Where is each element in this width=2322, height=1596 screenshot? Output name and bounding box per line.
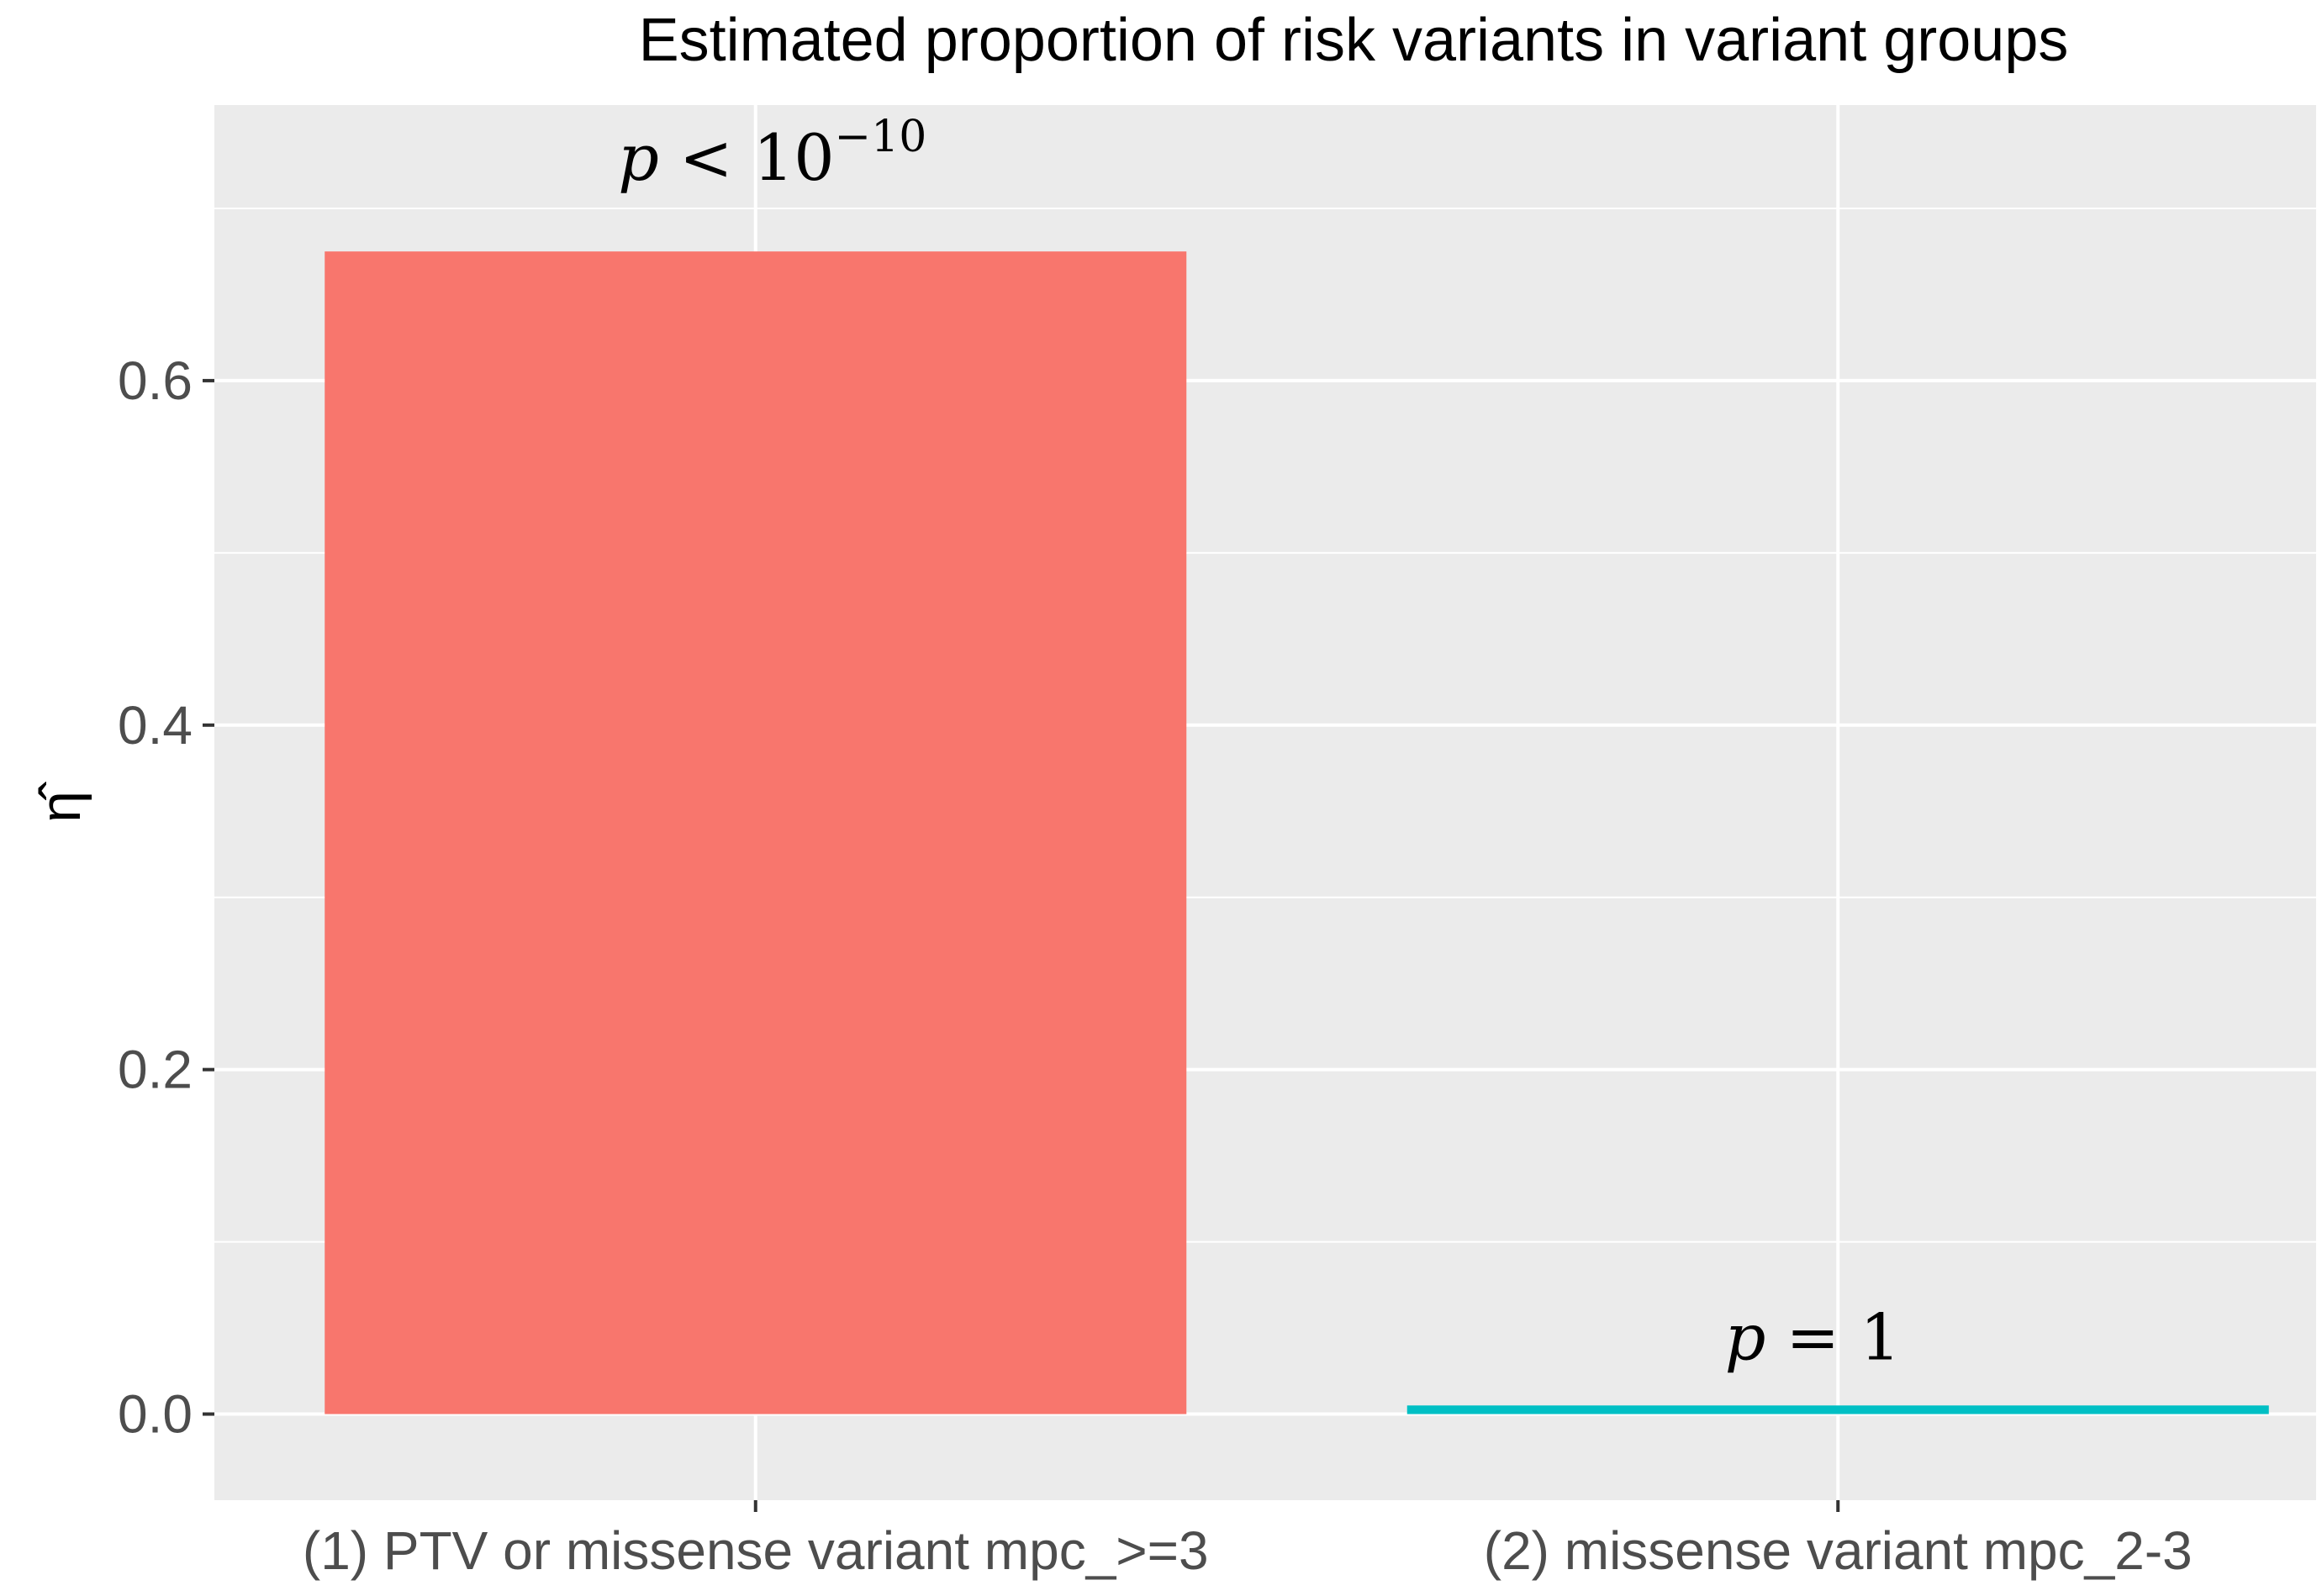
p-exponent: −10 bbox=[835, 112, 927, 162]
p-value-annotations: p < 10−10p = 1 bbox=[618, 112, 1901, 1374]
p-symbol: p bbox=[1725, 1299, 1766, 1374]
y-tick-label: 0.2 bbox=[118, 1040, 193, 1100]
bar bbox=[1406, 1405, 2269, 1414]
y-tick-label: 0.4 bbox=[118, 695, 193, 756]
bars bbox=[325, 251, 2269, 1414]
chart-title: Estimated proportion of risk variants in… bbox=[639, 7, 2069, 74]
p-relation: < 10 bbox=[659, 120, 835, 195]
y-tick-label: 0.0 bbox=[118, 1384, 193, 1445]
x-tick-label: (1) PTV or missense variant mpc_>=3 bbox=[303, 1520, 1209, 1581]
x-tick-label: (2) missense variant mpc_2-3 bbox=[1484, 1520, 2193, 1581]
y-tick-label: 0.6 bbox=[118, 350, 193, 411]
p-value-label: p < 10−10 bbox=[618, 112, 926, 195]
y-axis-label: η̂ bbox=[29, 782, 92, 823]
bar bbox=[325, 251, 1187, 1414]
x-axis: (1) PTV or missense variant mpc_>=3 (2) m… bbox=[303, 1500, 2193, 1581]
p-value-label: p = 1 bbox=[1725, 1299, 1901, 1374]
p-relation: = 1 bbox=[1765, 1299, 1900, 1374]
p-symbol: p bbox=[618, 120, 659, 195]
y-axis: 0.0 0.2 0.4 0.6 bbox=[118, 350, 214, 1445]
